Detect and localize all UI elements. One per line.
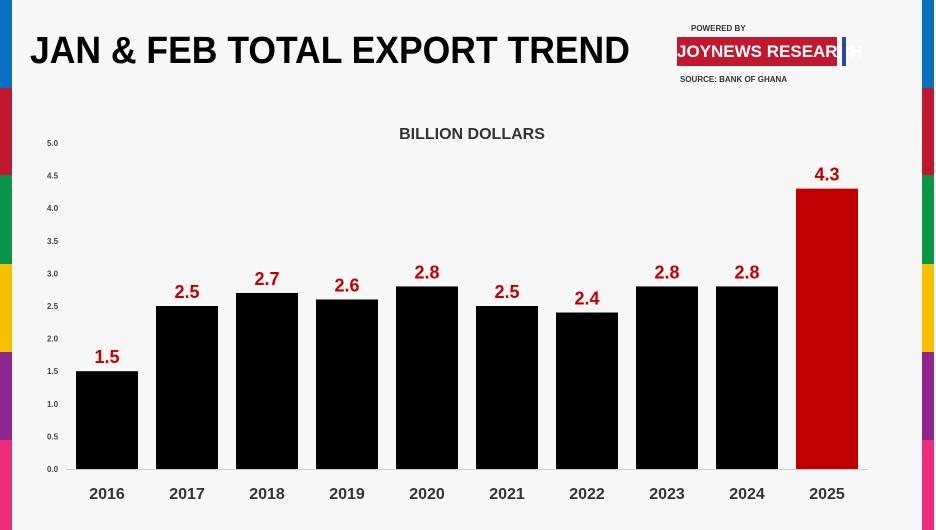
- x-tick-label: 2019: [329, 486, 365, 503]
- bar: [316, 299, 378, 469]
- x-tick-label: 2018: [249, 486, 285, 503]
- brand-accent: [842, 37, 846, 66]
- stripe: [0, 88, 12, 175]
- bar: [76, 371, 138, 469]
- brand-logo: JOYNEWS RESEARCH: [677, 37, 862, 66]
- y-tick-label: 1.5: [47, 367, 59, 376]
- data-label: 2.8: [734, 262, 759, 282]
- bar: [716, 286, 778, 469]
- data-label: 2.5: [494, 282, 519, 302]
- stripe: [922, 352, 934, 440]
- bar: [236, 292, 298, 469]
- y-tick-label: 5.0: [47, 139, 59, 148]
- x-tick-label: 2025: [809, 486, 845, 503]
- x-tick-label: 2024: [729, 486, 765, 503]
- y-tick-label: 3.5: [47, 237, 59, 246]
- stripe: [0, 175, 12, 264]
- y-tick-label: 2.5: [47, 302, 59, 311]
- y-unit-label: BILLION DOLLARS: [399, 126, 545, 143]
- x-tick-label: 2020: [409, 486, 445, 503]
- x-tick-label: 2016: [89, 486, 125, 503]
- y-tick-label: 0.0: [47, 465, 59, 474]
- source-note: SOURCE: BANK OF GHANA: [680, 75, 788, 84]
- stripe: [0, 264, 12, 352]
- stripe: [0, 0, 12, 88]
- y-tick-label: 4.0: [47, 204, 59, 213]
- bar: [476, 306, 538, 469]
- data-label: 2.7: [254, 269, 279, 289]
- stripe: [922, 88, 934, 175]
- data-label: 2.5: [174, 282, 199, 302]
- powered-by: POWERED BY: [691, 24, 746, 33]
- x-tick-label: 2022: [569, 486, 605, 503]
- data-label: 2.6: [334, 275, 359, 295]
- stripe: [922, 0, 934, 88]
- y-tick-label: 2.0: [47, 335, 59, 344]
- stripe: [922, 175, 934, 264]
- stripe: [0, 440, 12, 530]
- chart-title: JAN & FEB TOTAL EXPORT TREND: [30, 30, 630, 72]
- x-tick-label: 2017: [169, 486, 205, 503]
- bar: [556, 312, 618, 469]
- bar: [396, 286, 458, 469]
- x-tick-label: 2021: [489, 486, 525, 503]
- bar: [156, 306, 218, 469]
- y-tick-label: 4.5: [47, 172, 59, 181]
- bar: [636, 286, 698, 469]
- stripe: [922, 264, 934, 352]
- data-label: 1.5: [94, 347, 119, 367]
- x-tick-label: 2023: [649, 486, 685, 503]
- y-tick-label: 0.5: [47, 432, 59, 441]
- y-tick-label: 1.0: [47, 400, 59, 409]
- stripe: [922, 440, 934, 530]
- y-tick-label: 3.0: [47, 269, 59, 278]
- data-label: 2.8: [654, 262, 679, 282]
- data-label: 2.4: [574, 289, 599, 309]
- data-label: 2.8: [414, 262, 439, 282]
- stripe: [0, 352, 12, 440]
- bar: [796, 188, 858, 469]
- data-label: 4.3: [814, 165, 839, 185]
